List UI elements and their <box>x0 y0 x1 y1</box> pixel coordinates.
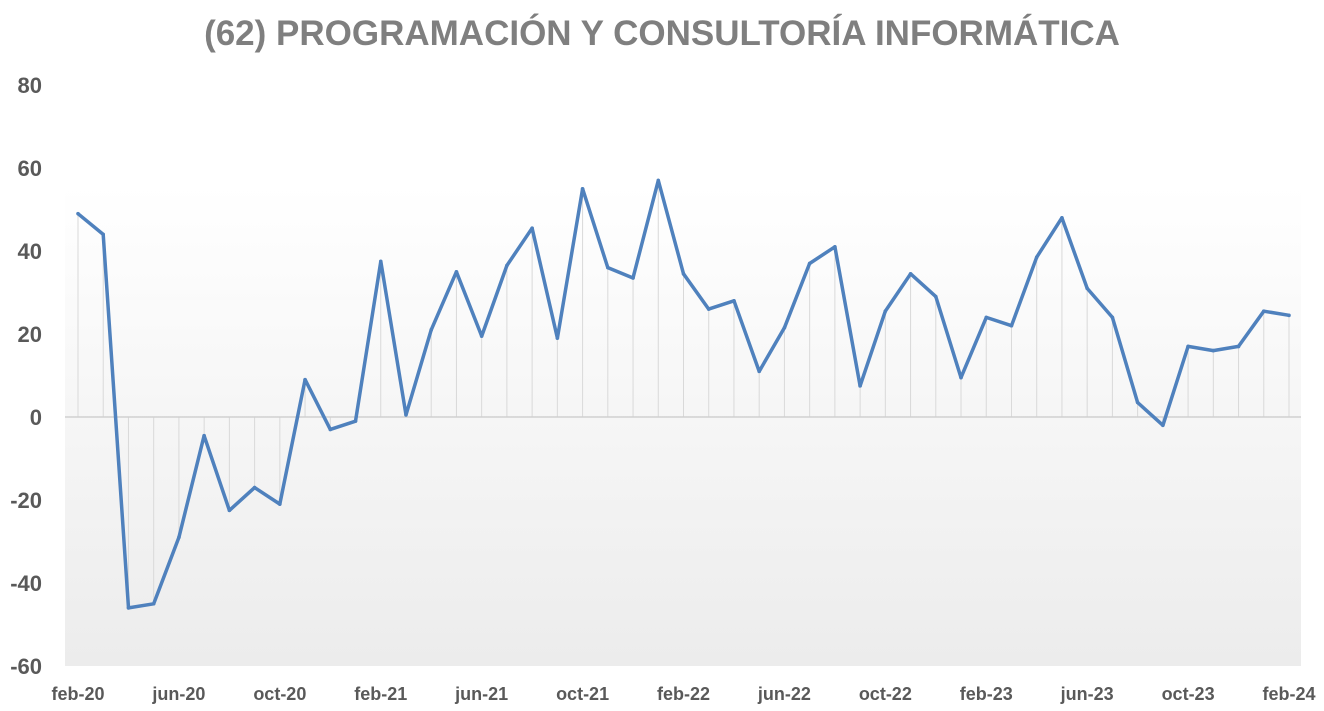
y-tick-label: -20 <box>10 488 42 513</box>
y-tick-label: -60 <box>10 654 42 679</box>
x-tick-label: feb-24 <box>1262 684 1315 704</box>
data-point <box>782 325 787 330</box>
data-point <box>1236 344 1241 349</box>
data-point <box>1085 286 1089 291</box>
data-point <box>1186 344 1190 349</box>
y-tick-label: -40 <box>10 571 42 596</box>
x-tick-label: jun-23 <box>1060 684 1114 704</box>
data-point <box>959 375 963 380</box>
data-point <box>807 261 812 266</box>
data-point <box>631 276 635 280</box>
data-point <box>378 259 383 264</box>
x-tick-label: feb-22 <box>657 684 710 704</box>
data-point <box>580 186 585 191</box>
data-point <box>1060 216 1064 220</box>
data-point <box>252 485 257 490</box>
data-point <box>479 334 484 338</box>
x-tick-label: feb-23 <box>960 684 1013 704</box>
data-point <box>454 269 459 274</box>
data-point <box>202 433 206 438</box>
data-point <box>1261 309 1266 313</box>
data-point <box>656 178 661 183</box>
data-point <box>76 211 80 216</box>
data-point <box>530 226 534 230</box>
x-tick-label: feb-20 <box>51 684 104 704</box>
x-tick-label: oct-23 <box>1162 684 1215 704</box>
data-point <box>883 309 888 313</box>
data-point <box>126 606 131 610</box>
data-point <box>303 377 307 382</box>
chart-title: (62) PROGRAMACIÓN Y CONSULTORÍA INFORMÁT… <box>204 14 1120 53</box>
x-tick-label: oct-20 <box>253 684 306 704</box>
plot-area <box>65 185 1301 666</box>
data-point <box>833 245 837 249</box>
x-tick-label: jun-20 <box>151 684 205 704</box>
data-point <box>1009 323 1014 328</box>
data-point <box>1034 255 1039 260</box>
data-point <box>505 263 509 268</box>
data-point <box>933 294 938 299</box>
y-tick-label: 40 <box>18 239 42 264</box>
data-point <box>429 328 434 332</box>
x-tick-label: jun-21 <box>454 684 508 704</box>
data-point <box>328 427 333 432</box>
data-point <box>1110 315 1115 320</box>
y-tick-label: 80 <box>18 73 42 98</box>
y-tick-label: 20 <box>18 322 42 347</box>
data-point <box>681 272 686 276</box>
data-point <box>404 413 408 417</box>
data-point <box>984 315 989 320</box>
data-point <box>555 336 560 340</box>
data-point <box>227 508 232 513</box>
data-point <box>908 272 913 276</box>
y-tick-label: 0 <box>30 405 42 430</box>
data-point <box>1161 423 1165 428</box>
x-tick-label: feb-21 <box>354 684 407 704</box>
x-tick-label: oct-22 <box>859 684 912 704</box>
data-point <box>1211 348 1216 353</box>
data-point <box>101 232 106 237</box>
data-point <box>757 369 761 374</box>
data-point <box>706 307 711 311</box>
data-point <box>353 419 358 423</box>
x-tick-label: oct-21 <box>556 684 609 704</box>
data-point <box>606 265 610 270</box>
data-point <box>278 502 282 506</box>
data-point <box>151 601 156 606</box>
y-tick-label: 60 <box>18 156 42 181</box>
data-point <box>858 384 862 388</box>
data-point <box>177 535 181 540</box>
data-point <box>1135 400 1140 405</box>
data-point <box>1287 313 1291 318</box>
data-point <box>732 299 736 303</box>
x-tick-label: jun-22 <box>757 684 811 704</box>
